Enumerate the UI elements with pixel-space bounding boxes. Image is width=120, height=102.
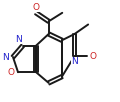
Text: O: O xyxy=(7,68,14,77)
Text: N: N xyxy=(15,35,22,44)
Text: O: O xyxy=(33,3,39,12)
Text: N: N xyxy=(2,53,9,62)
Text: N: N xyxy=(71,57,78,66)
Text: O: O xyxy=(89,52,96,61)
